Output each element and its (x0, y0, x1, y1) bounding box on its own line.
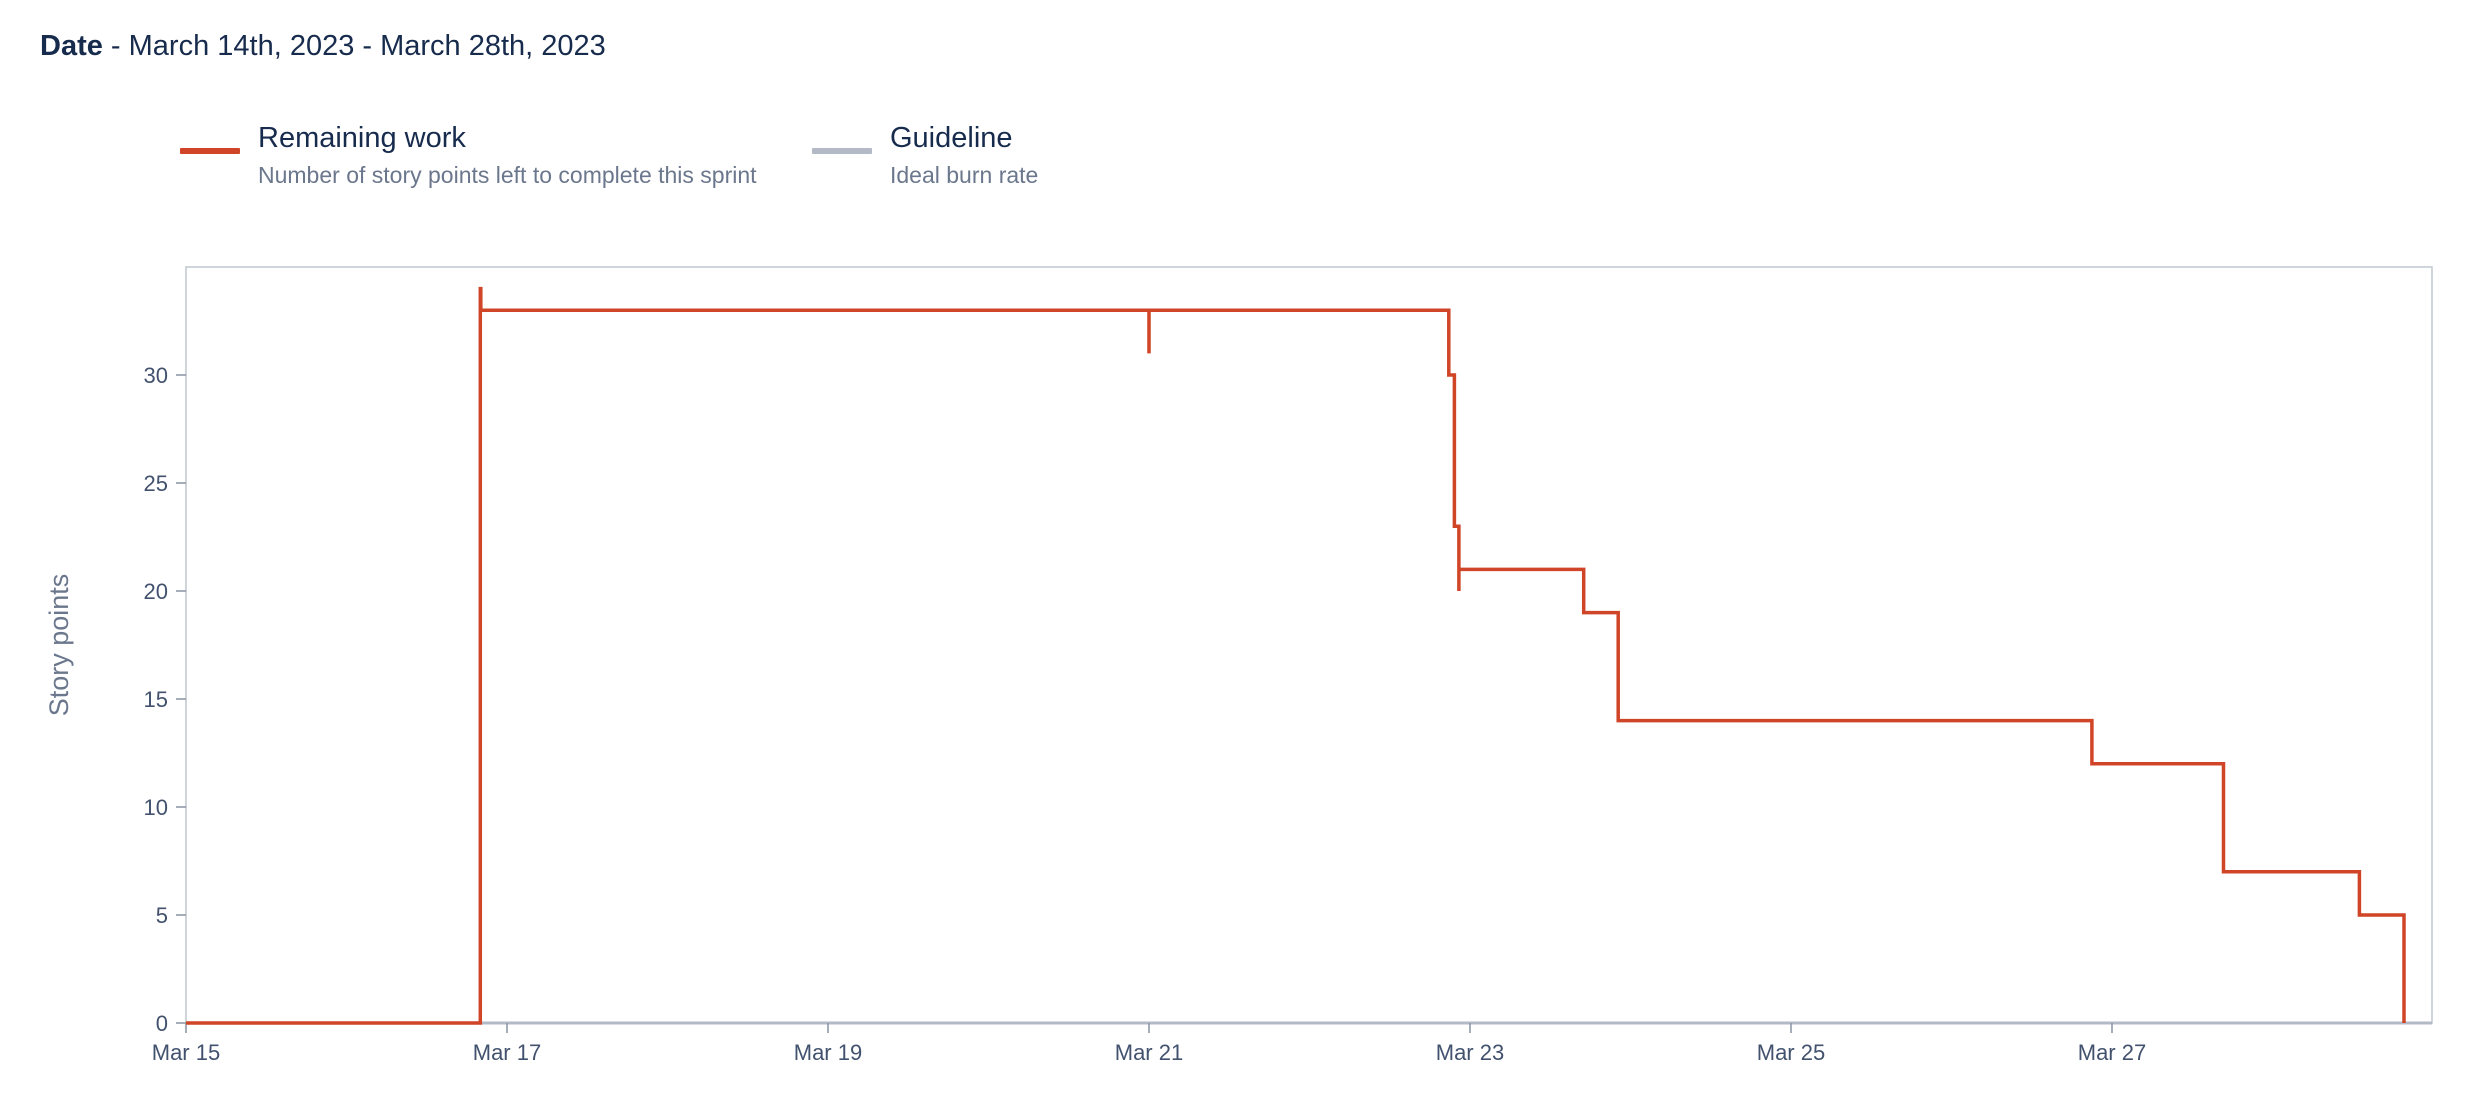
y-tick-label: 10 (144, 795, 168, 820)
x-tick-label: Mar 23 (1436, 1040, 1504, 1065)
x-tick-label: Mar 17 (473, 1040, 541, 1065)
legend-title: Remaining work (258, 122, 466, 154)
y-tick-label: 15 (144, 687, 168, 712)
y-axis: 0 5 10 15 20 25 30 (144, 363, 186, 1036)
legend-swatch-guideline (812, 148, 872, 154)
legend-description: Ideal burn rate (890, 162, 1039, 188)
y-tick-label: 25 (144, 471, 168, 496)
series-layer (186, 286, 2406, 1025)
legend-swatch-remaining-work (180, 148, 240, 154)
x-tick-label: Mar 15 (152, 1040, 220, 1065)
legend-title: Guideline (890, 122, 1013, 154)
x-axis: Mar 15 Mar 17 Mar 19 Mar 21 Mar 23 Mar 25 Mar … (152, 1021, 2432, 1065)
date-range-value: - March 14th, 2023 - March 28th, 2023 (102, 30, 606, 62)
y-axis-title: Story points (44, 574, 74, 717)
y-tick-label: 30 (144, 363, 168, 388)
x-tick-label: Mar 25 (1757, 1040, 1825, 1065)
x-tick-label: Mar 19 (794, 1040, 862, 1065)
y-tick-label: 5 (156, 903, 168, 928)
date-range-header: Date - March 14th, 2023 - March 28th, 20… (40, 28, 606, 64)
legend-description: Number of story points left to complete … (258, 162, 757, 188)
plot-area-frame (185, 266, 2433, 1024)
y-tick-label: 0 (156, 1011, 168, 1036)
y-tick-label: 20 (144, 579, 168, 604)
series-line-remaining-work (186, 286, 2406, 1025)
date-label: Date (40, 30, 103, 62)
x-tick-label: Mar 21 (1115, 1040, 1183, 1065)
x-tick-label: Mar 27 (2078, 1040, 2146, 1065)
